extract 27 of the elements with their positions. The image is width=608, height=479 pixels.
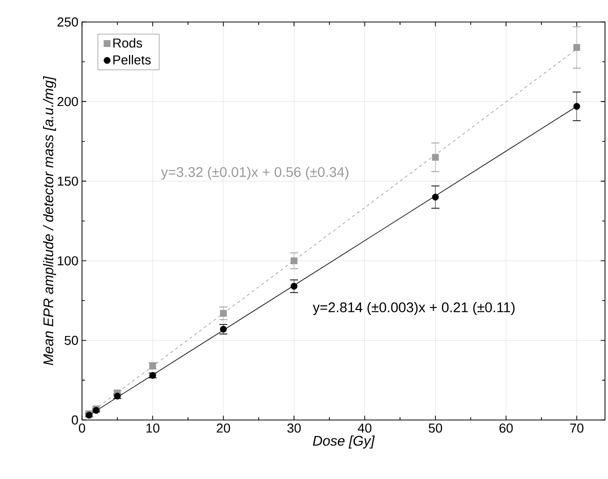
x-tick-label: 70 bbox=[570, 424, 584, 433]
annotation: y=2.814 (±0.003)x + 0.21 (±0.11) bbox=[312, 302, 515, 316]
y-tick-label: 50 bbox=[64, 336, 78, 345]
y-tick-label: 150 bbox=[58, 176, 78, 186]
x-tick-label: 10 bbox=[146, 424, 160, 433]
point bbox=[573, 44, 580, 51]
point bbox=[432, 194, 439, 201]
x-axis-title: Dose [Gy] bbox=[312, 436, 375, 449]
y-tick-label: 100 bbox=[58, 256, 78, 266]
annotation: y=3.32 (±0.01)x + 0.56 (±0.34) bbox=[161, 166, 348, 180]
legend-label: Rods bbox=[113, 38, 142, 48]
y-axis-title: Mean EPR amplitude / detector mass [a.u./mg] bbox=[43, 76, 56, 366]
point bbox=[432, 154, 439, 161]
y-tick-label: 200 bbox=[58, 97, 78, 106]
point bbox=[573, 102, 580, 110]
x-tick-label: 30 bbox=[287, 424, 301, 433]
x-tick-label: 60 bbox=[500, 424, 513, 433]
x-tick-label: 50 bbox=[428, 424, 442, 433]
y-tick-label: 0 bbox=[72, 415, 78, 425]
y-tick-label: 250 bbox=[58, 17, 78, 27]
x-tick-label: 0 bbox=[78, 424, 86, 433]
x-tick-label: 40 bbox=[358, 424, 372, 433]
point bbox=[220, 310, 227, 317]
point bbox=[290, 257, 298, 264]
x-tick-label: 20 bbox=[216, 424, 230, 433]
legend-label: Pellets bbox=[113, 54, 151, 64]
point bbox=[290, 282, 298, 290]
